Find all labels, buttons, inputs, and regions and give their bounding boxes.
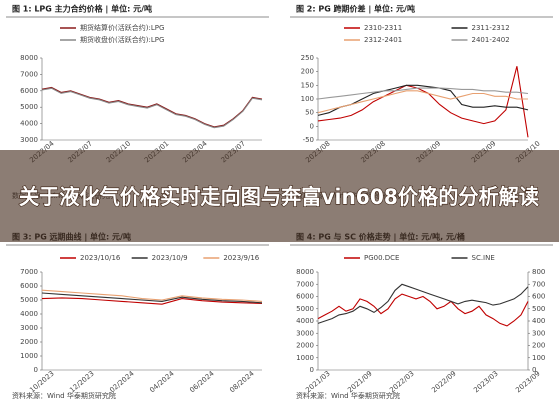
y-tick-label: 4000 [20, 120, 38, 128]
chart-title: 图 1: LPG 主力合约价格 | 单位: 元/吨 [12, 4, 152, 14]
y2-tick-label: 200 [532, 342, 545, 350]
y-tick-label: 2000 [20, 338, 38, 346]
legend-label: 期货收盘价(活跃合约):LPG [80, 35, 164, 44]
y-tick-label: 7000 [20, 70, 38, 78]
y-tick-label: 4000 [296, 317, 314, 325]
series-line [41, 87, 263, 129]
y-tick-label: 0 [310, 122, 314, 130]
legend-label: 2401-2402 [472, 36, 510, 44]
y2-tick-label: 500 [532, 305, 545, 313]
series-line [317, 293, 529, 327]
y-tick-label: -50 [303, 136, 314, 144]
y-tick-label: 3000 [296, 329, 314, 337]
y-tick-label: 1000 [296, 354, 314, 362]
legend-label: 期货结算价(活跃合约):LPG [80, 23, 164, 32]
legend-label: 2310-2311 [364, 24, 402, 32]
source-note: 资料来源：Wind 华泰期货研究院 [296, 391, 400, 400]
y-tick-label: 200 [301, 68, 314, 76]
series-line [41, 289, 263, 302]
y-tick-label: 8000 [20, 54, 38, 62]
legend-label: 2023/10/9 [152, 254, 188, 262]
y2-tick-label: 0 [532, 366, 536, 374]
y-tick-label: 150 [301, 81, 314, 89]
series-line [41, 86, 263, 128]
y-tick-label: 4000 [20, 310, 38, 318]
y-tick-label: 250 [301, 54, 314, 62]
banner-title: 关于液化气价格实时走向图与奔富vin608价格的分析解读 [19, 185, 539, 209]
y-tick-label: 100 [301, 95, 314, 103]
chart-title: 图 2: PG 跨期价差 | 单位: 元/吨 [296, 4, 415, 14]
y-tick-label: 5000 [20, 103, 38, 111]
legend-label: SC.INE [472, 254, 495, 262]
y-tick-label: 3000 [20, 136, 38, 144]
y-tick-label: 5000 [20, 296, 38, 304]
y-tick-label: 50 [305, 109, 314, 117]
y2-tick-label: 300 [532, 329, 545, 337]
y-tick-label: 1000 [20, 352, 38, 360]
y2-tick-label: 400 [532, 317, 545, 325]
y-tick-label: 2000 [296, 342, 314, 350]
legend-label: 2312-2401 [364, 36, 402, 44]
banner-band [0, 150, 559, 242]
series-line [317, 87, 529, 100]
y-tick-label: 7000 [296, 280, 314, 288]
y-tick-label: 0 [310, 366, 314, 374]
legend-label: 2023/10/16 [80, 254, 121, 262]
legend-label: 2023/9/16 [223, 254, 259, 262]
series-line [41, 292, 263, 304]
series-line [317, 90, 528, 114]
y2-tick-label: 100 [532, 354, 545, 362]
y-tick-label: 6000 [20, 87, 38, 95]
y2-tick-label: 600 [532, 293, 545, 301]
legend-label: PG00.DCE [364, 254, 399, 262]
y-tick-label: 8000 [296, 268, 314, 276]
y2-tick-label: 700 [532, 280, 545, 288]
y-tick-label: 6000 [20, 282, 38, 290]
series-line [317, 283, 529, 324]
y-tick-label: 5000 [296, 305, 314, 313]
legend-label: 2311-2312 [472, 24, 510, 32]
y-tick-label: 7000 [20, 268, 38, 276]
y-tick-label: 6000 [296, 293, 314, 301]
source-note: 资料来源：Wind 华泰期货研究院 [12, 391, 116, 400]
y-tick-label: 0 [34, 366, 38, 374]
y2-tick-label: 800 [532, 268, 545, 276]
y-tick-label: 3000 [20, 324, 38, 332]
series-line [317, 66, 529, 138]
series-line [41, 297, 263, 305]
